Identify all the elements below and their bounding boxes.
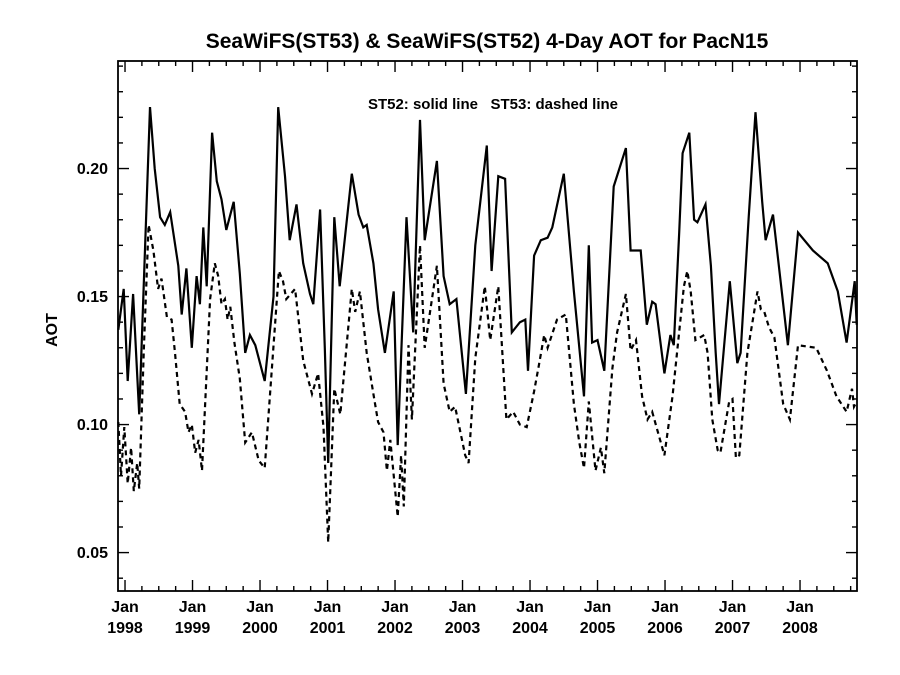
y-tick-label: 0.10	[77, 417, 108, 434]
x-tick-month-label: Jan	[584, 599, 612, 616]
x-tick-month-label: Jan	[786, 599, 814, 616]
x-tick-year-label: 2008	[782, 620, 818, 637]
x-tick-year-label: 1999	[175, 620, 211, 637]
y-tick-label: 0.20	[77, 161, 108, 178]
legend-annotation: ST52: solid line ST53: dashed line	[368, 96, 618, 113]
x-tick-month-label: Jan	[246, 599, 274, 616]
plot-frame	[117, 60, 858, 592]
x-tick-year-label: 1998	[107, 620, 143, 637]
x-tick-month-label: Jan	[651, 599, 679, 616]
x-tick-year-label: 2007	[715, 620, 751, 637]
y-tick-label: 0.05	[77, 545, 108, 562]
x-tick-month-label: Jan	[449, 599, 477, 616]
x-tick-month-label: Jan	[719, 599, 747, 616]
x-tick-month-label: Jan	[381, 599, 409, 616]
x-tick-month-label: Jan	[314, 599, 342, 616]
x-tick-year-label: 2004	[512, 620, 548, 637]
y-axis-tick-labels: 0.05 0.10 0.15 0.20	[77, 161, 108, 562]
x-tick-year-label: 2003	[445, 620, 481, 637]
axis-ticks	[118, 61, 857, 591]
x-tick-year-label: 2005	[580, 620, 616, 637]
x-tick-year-label: 2001	[310, 620, 346, 637]
x-tick-year-label: 2006	[647, 620, 683, 637]
y-axis-title: AOT	[44, 313, 61, 347]
st52-series-line	[117, 106, 858, 464]
x-tick-year-label: 2002	[377, 620, 413, 637]
x-tick-year-label: 2000	[242, 620, 278, 637]
chart-title: SeaWiFS(ST53) & SeaWiFS(ST52) 4-Day AOT …	[206, 30, 769, 53]
y-tick-label: 0.15	[77, 289, 108, 306]
plot-area: Jan 1998 Jan 1999 Jan 2000 Jan 2001 Jan 2002 Jan 20…	[77, 60, 858, 637]
x-tick-month-label: Jan	[179, 599, 207, 616]
x-axis-tick-labels: Jan 1998 Jan 1999 Jan 2000 Jan 2001 Jan 2002 Jan 20…	[107, 599, 818, 637]
x-tick-month-label: Jan	[111, 599, 139, 616]
x-tick-month-label: Jan	[516, 599, 544, 616]
st53-series-line	[117, 224, 858, 543]
